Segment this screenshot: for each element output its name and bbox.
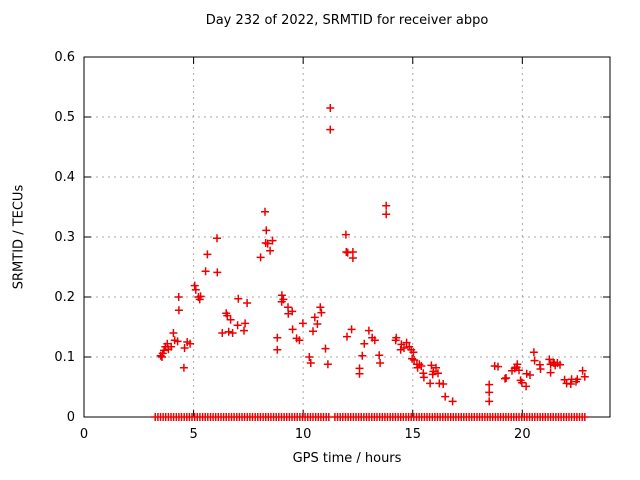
x-tick-label: 20 xyxy=(514,427,531,442)
x-tick-label: 5 xyxy=(189,427,197,442)
zero-band-points xyxy=(151,413,589,421)
x-tick-label: 15 xyxy=(404,427,421,442)
y-tick-label: 0.6 xyxy=(54,50,75,65)
y-tick-label: 0.1 xyxy=(54,350,75,365)
x-tick-label: 0 xyxy=(80,427,88,442)
chart-title: Day 232 of 2022, SRMTID for receiver abp… xyxy=(205,13,489,28)
y-tick-label: 0.5 xyxy=(54,110,75,125)
data-points xyxy=(156,104,589,406)
y-axis-label: SRMTID / TECUs xyxy=(11,184,27,290)
y-tick-label: 0 xyxy=(67,410,75,425)
y-tick-label: 0.4 xyxy=(54,170,75,185)
y-tick-label: 0.3 xyxy=(54,230,75,245)
x-axis-label: GPS time / hours xyxy=(292,451,402,466)
x-tick-label: 10 xyxy=(295,427,312,442)
y-tick-label: 0.2 xyxy=(54,290,75,305)
